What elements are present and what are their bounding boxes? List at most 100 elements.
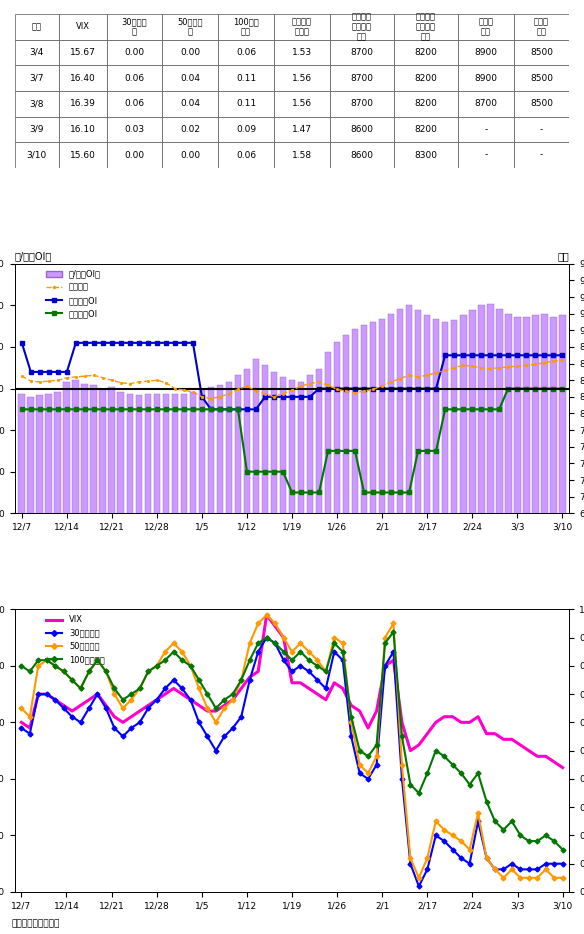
Text: 8700: 8700: [474, 99, 497, 108]
Text: 8500: 8500: [530, 48, 553, 57]
Bar: [274, 91, 329, 117]
Text: 8200: 8200: [415, 125, 437, 134]
Text: 0.00: 0.00: [124, 48, 145, 57]
Text: 1.47: 1.47: [292, 125, 312, 134]
Bar: [162, 91, 218, 117]
Text: 0.06: 0.06: [236, 150, 256, 160]
Bar: [442, 322, 449, 555]
Bar: [59, 39, 107, 65]
Text: 3/9: 3/9: [30, 125, 44, 134]
Text: 0.04: 0.04: [180, 74, 200, 82]
Bar: [458, 14, 514, 39]
Text: 50日百分
位: 50日百分 位: [178, 17, 203, 36]
Bar: [218, 117, 274, 142]
Text: 16.10: 16.10: [70, 125, 96, 134]
Text: 0.03: 0.03: [124, 125, 145, 134]
Bar: [505, 314, 512, 555]
Text: 3/4: 3/4: [30, 48, 44, 57]
Bar: [394, 142, 458, 168]
Text: 日期: 日期: [32, 22, 42, 32]
Bar: [154, 393, 160, 555]
Bar: [433, 318, 440, 555]
Bar: [59, 14, 107, 39]
Text: 3/7: 3/7: [30, 74, 44, 82]
Bar: [274, 65, 329, 91]
Text: 0.09: 0.09: [236, 125, 256, 134]
Bar: [388, 314, 394, 555]
Bar: [496, 309, 502, 555]
Text: 8200: 8200: [415, 74, 437, 82]
Bar: [541, 314, 548, 555]
Bar: [514, 317, 520, 555]
Bar: [262, 365, 269, 555]
Bar: [190, 392, 196, 555]
Bar: [36, 395, 43, 555]
Text: 0.00: 0.00: [180, 48, 200, 57]
Bar: [27, 397, 34, 555]
Bar: [218, 142, 274, 168]
Text: 週買權
最大: 週買權 最大: [478, 17, 493, 36]
Bar: [199, 389, 206, 555]
Bar: [343, 335, 349, 555]
Bar: [288, 380, 296, 555]
Bar: [59, 117, 107, 142]
Text: 0.02: 0.02: [180, 125, 200, 134]
Bar: [91, 385, 97, 555]
Bar: [559, 316, 565, 555]
Bar: [394, 65, 458, 91]
Text: 8700: 8700: [350, 74, 373, 82]
Bar: [397, 309, 404, 555]
Bar: [329, 142, 394, 168]
Bar: [274, 14, 329, 39]
Bar: [172, 393, 178, 555]
Bar: [514, 65, 569, 91]
Bar: [15, 117, 59, 142]
Bar: [514, 14, 569, 39]
Bar: [107, 14, 162, 39]
Bar: [458, 142, 514, 168]
Bar: [394, 39, 458, 65]
Text: 8500: 8500: [530, 99, 553, 108]
Bar: [523, 317, 530, 555]
Text: 8600: 8600: [350, 150, 373, 160]
Bar: [460, 316, 467, 555]
Text: 8900: 8900: [474, 48, 497, 57]
Bar: [298, 382, 304, 555]
Legend: VIX, 30日百分位, 50日百分位, 100日百分位: VIX, 30日百分位, 50日百分位, 100日百分位: [42, 612, 108, 667]
Text: 8600: 8600: [350, 125, 373, 134]
Bar: [207, 387, 214, 555]
Bar: [107, 117, 162, 142]
Text: 指數: 指數: [558, 251, 569, 262]
Text: 1.56: 1.56: [291, 74, 312, 82]
Text: 100日百
分位: 100日百 分位: [233, 17, 259, 36]
Bar: [99, 389, 106, 555]
Bar: [127, 393, 133, 555]
Bar: [274, 117, 329, 142]
Bar: [329, 65, 394, 91]
Bar: [82, 384, 88, 555]
Bar: [107, 142, 162, 168]
Bar: [361, 325, 367, 555]
Bar: [394, 14, 458, 39]
Bar: [514, 39, 569, 65]
Text: 1.56: 1.56: [291, 99, 312, 108]
Bar: [280, 377, 286, 555]
Bar: [15, 91, 59, 117]
Text: 16.39: 16.39: [70, 99, 96, 108]
Bar: [72, 380, 79, 555]
Legend: 賣/買權OI比, 加權指數, 買權最大OI, 賣權最大OI: 賣/買權OI比, 加權指數, 買權最大OI, 賣權最大OI: [42, 266, 105, 321]
Bar: [162, 117, 218, 142]
Text: 8200: 8200: [415, 99, 437, 108]
Bar: [59, 91, 107, 117]
Bar: [15, 14, 59, 39]
Text: 買權最大
未平倉履
約價: 買權最大 未平倉履 約價: [352, 12, 371, 42]
Bar: [406, 305, 412, 555]
Bar: [307, 375, 314, 555]
Text: 8500: 8500: [530, 74, 553, 82]
Bar: [135, 395, 142, 555]
Bar: [218, 65, 274, 91]
Text: 賣權最大
未平倉履
約價: 賣權最大 未平倉履 約價: [416, 12, 436, 42]
Text: 0.00: 0.00: [180, 150, 200, 160]
Bar: [487, 304, 493, 555]
Bar: [550, 317, 557, 555]
